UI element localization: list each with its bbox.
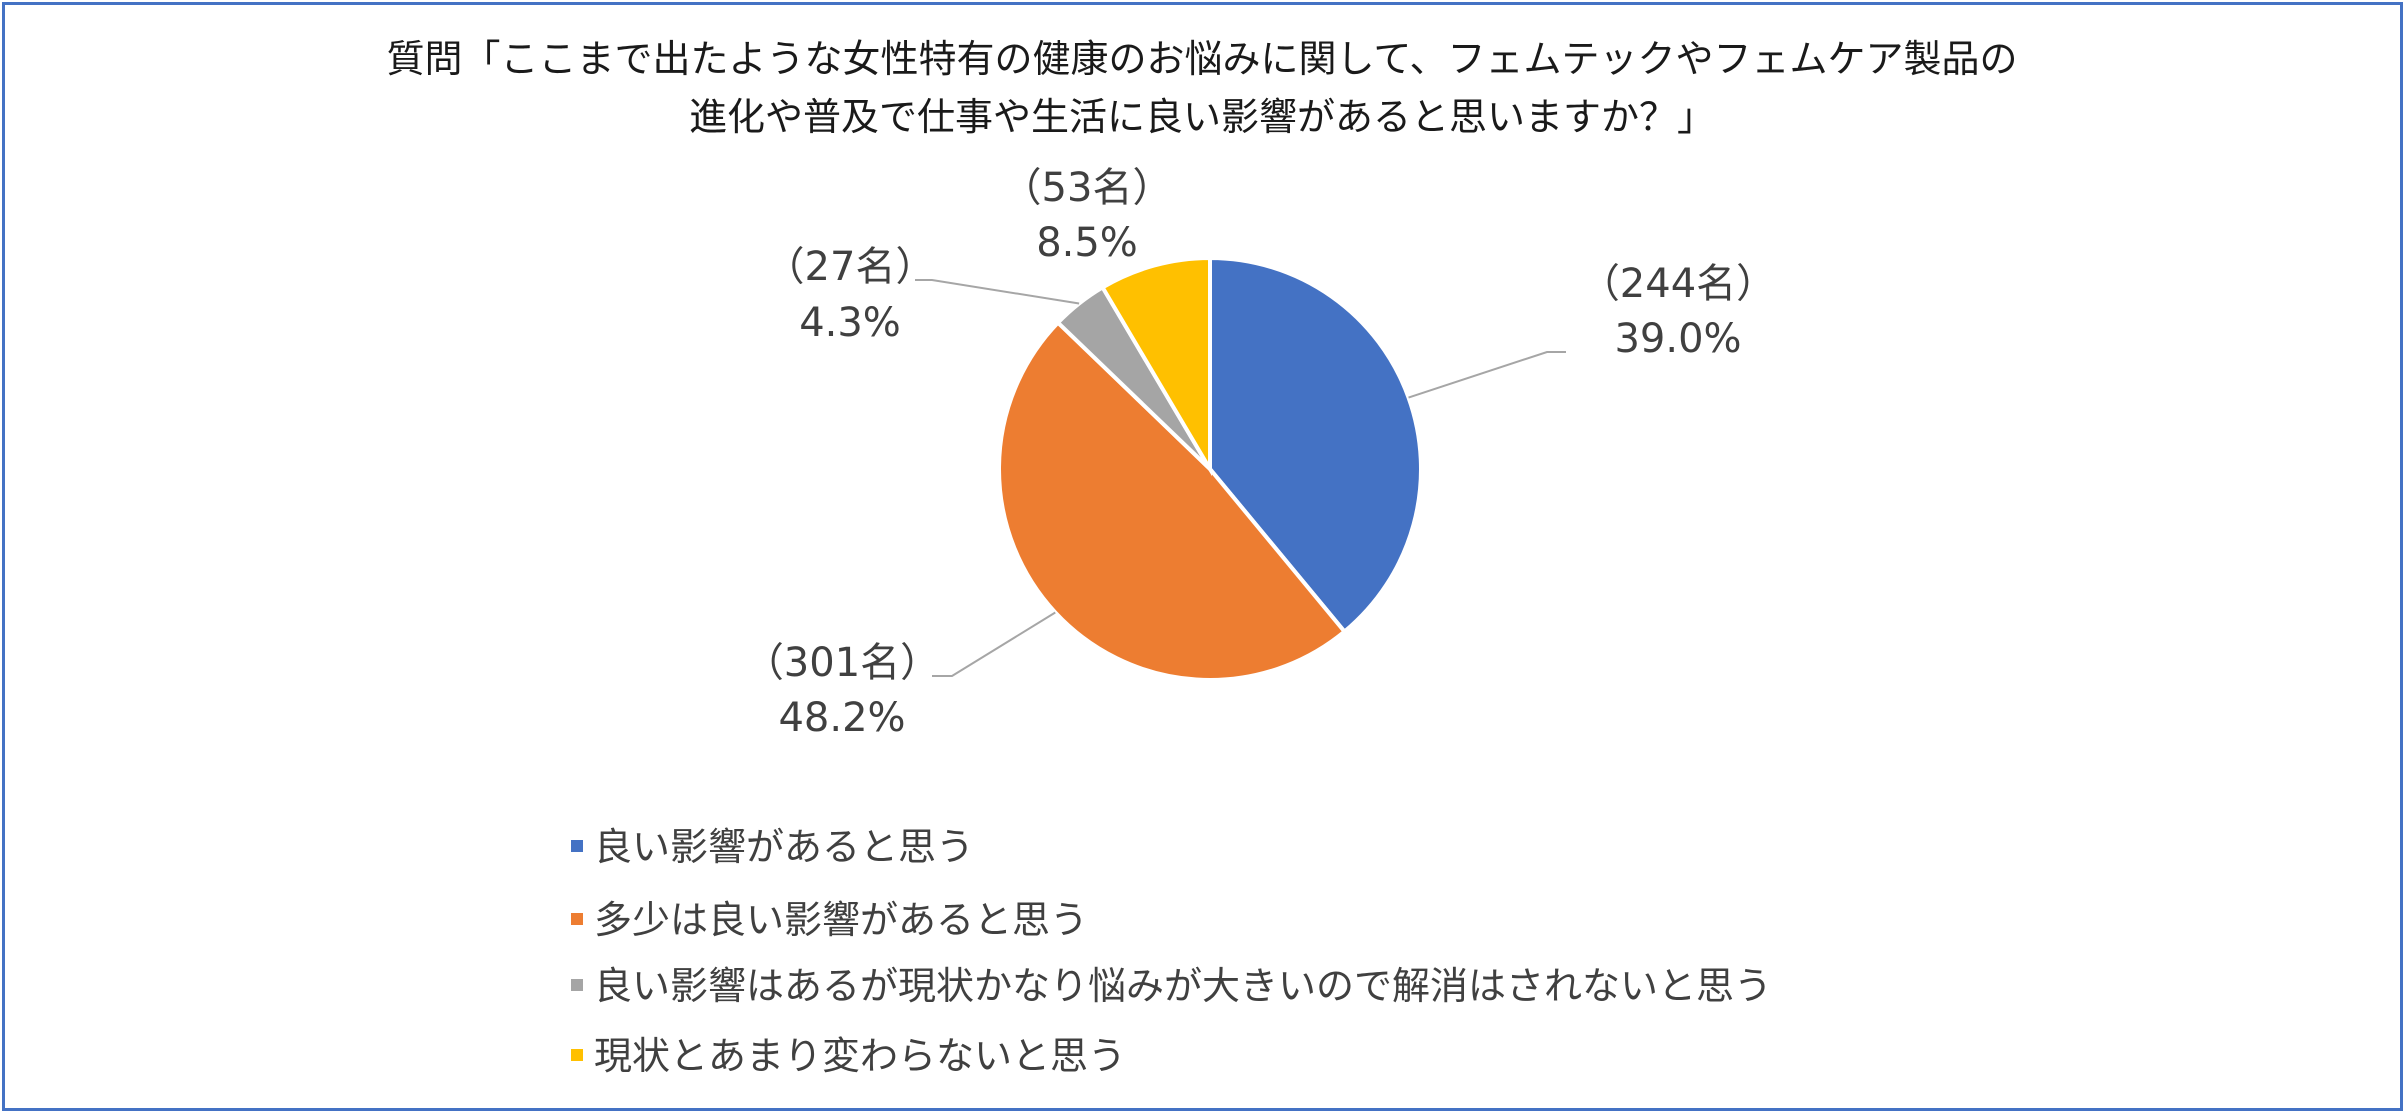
legend-label-1: 良い影響があると思う (594, 825, 974, 869)
legend-label-2: 多少は良い影響があると思う (594, 898, 1088, 942)
legend-marker-4 (571, 1049, 583, 1061)
legend-marker-1 (571, 840, 583, 852)
pie-slice-2 (997, 319, 1348, 683)
pie-slice-1 (1208, 255, 1423, 635)
pie-slice-4 (1099, 255, 1212, 477)
chart-title-line-1: 質問「ここまで出たような女性特有の健康のお悩みに関して、フェムテックやフェムケア… (387, 37, 2018, 81)
data-label-count-3: （27名） (765, 244, 936, 290)
chart-title-line-2: 進化や普及で仕事や生活に良い影響があると思いますか？」 (689, 95, 1715, 139)
leader-line-1 (1408, 351, 1566, 399)
data-label-count-2: （301名） (744, 640, 940, 686)
leader-lines (915, 279, 1566, 677)
data-label-pct-1: 39.0% (1614, 316, 1741, 362)
data-label-count-1: （244名） (1580, 261, 1776, 307)
pie-slices (997, 255, 1423, 683)
legend-marker-3 (571, 979, 583, 991)
legend-label-3: 良い影響はあるが現状かなり悩みが大きいので解消はされないと思う (594, 964, 1772, 1008)
data-label-pct-2: 48.2% (778, 695, 905, 741)
data-label-pct-3: 4.3% (799, 300, 901, 346)
legend-marker-2 (571, 913, 583, 925)
leader-line-3 (915, 279, 1080, 305)
leader-line-2 (932, 611, 1056, 677)
legend-label-4: 現状とあまり変わらないと思う (594, 1034, 1126, 1078)
data-label-count-4: （53名） (1002, 165, 1173, 211)
data-label-pct-4: 8.5% (1036, 220, 1138, 266)
legend: 良い影響があると思う 多少は良い影響があると思う 良い影響はあるが現状かなり悩み… (571, 825, 1772, 1078)
